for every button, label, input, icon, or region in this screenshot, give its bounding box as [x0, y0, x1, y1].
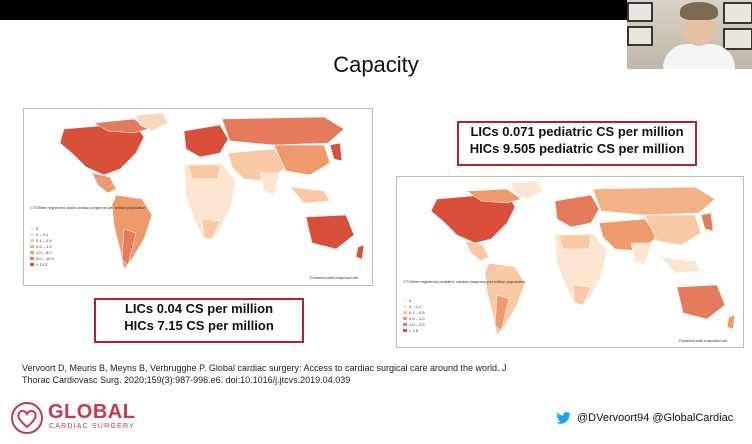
region-south-africa: [572, 284, 592, 306]
pediatric-map-svg: CT/Other registered pediatric cardiac su…: [397, 177, 743, 347]
legend-item: 5.0 – 10.0: [36, 256, 55, 261]
webcam-video-feed: [627, 0, 752, 69]
legend-item: 0 – 0.1: [409, 304, 422, 309]
legend-item: 0: [409, 298, 412, 303]
adult-map-legend: CT/Other registered adult cardiac surgeo…: [29, 205, 146, 267]
region-russia: [592, 186, 716, 216]
pediatric-lic-stat: LICs 0.071 pediatric CS per million: [470, 124, 684, 139]
region-new-zealand: [726, 314, 736, 330]
social-handles: @DVervoort94 @GlobalCardiac: [556, 412, 733, 424]
region-north-africa: [558, 234, 592, 250]
pediatric-surgeons-world-map: CT/Other registered pediatric cardiac su…: [396, 176, 744, 348]
adult-surgeons-world-map: CT/Other registered adult cardiac surgeo…: [23, 108, 373, 286]
region-russia: [221, 116, 345, 146]
region-canada: [466, 188, 522, 204]
map-footer: Powered with mapchart.net: [679, 338, 728, 343]
region-europe: [554, 194, 600, 228]
global-cardiac-surgery-logo: GLOBAL CARDIAC SURGERY: [10, 400, 150, 436]
region-china: [273, 144, 331, 176]
logo-main-text: GLOBAL: [48, 401, 136, 423]
adult-map-svg: CT/Other registered adult cardiac surgeo…: [24, 109, 372, 285]
region-japan: [329, 142, 343, 162]
wall-frame: [723, 2, 752, 24]
wall-frame: [627, 26, 653, 46]
region-australia: [676, 284, 726, 320]
region-southeast-asia: [660, 256, 702, 274]
pediatric-map-legend: CT/Other registered pediatric cardiac su…: [402, 279, 525, 333]
wall-frame: [723, 28, 752, 50]
map-footer: Powered with mapchart.net: [310, 275, 359, 280]
region-southeast-asia: [289, 186, 331, 204]
citation-line-2: Thorac Cardiovasc Surg. 2020;159(3):987-…: [22, 375, 351, 385]
legend-item: 1.0 – 2.5: [409, 322, 425, 327]
region-japan: [700, 212, 714, 232]
twitter-icon: [556, 412, 571, 424]
social-handles-text: @DVervoort94 @GlobalCardiac: [577, 412, 734, 424]
legend-item: 0.1 – 0.5: [36, 238, 52, 243]
pediatric-hic-stat: HICs 9.505 pediatric CS per million: [469, 140, 685, 156]
region-greenland: [510, 180, 544, 200]
logo-sub-text: CARDIAC SURGERY: [49, 423, 135, 430]
legend-item: 0.1 – 0.5: [409, 310, 425, 315]
legend-title: CT/Other registered pediatric cardiac su…: [403, 279, 525, 284]
region-central-america: [464, 240, 490, 262]
legend-item: 0.5 – 1.0: [36, 244, 52, 249]
adult-lic-stat: LICs 0.04 CS per million: [124, 301, 274, 316]
presenter-body: [663, 44, 735, 69]
citation-line-1: Vervoort D, Meuris B, Meyns B, Verbruggh…: [22, 363, 507, 373]
legend-title: CT/Other registered adult cardiac surgeo…: [30, 205, 146, 210]
globe-heart-icon: [11, 402, 43, 434]
region-africa: [183, 162, 237, 240]
top-black-bar: [0, 0, 752, 20]
region-argentina: [121, 228, 137, 266]
adult-stats-box: LICs 0.04 CS per million HICs 7.15 CS pe…: [94, 298, 304, 343]
region-china: [644, 214, 702, 246]
legend-item: 0.5 – 1.0: [409, 316, 425, 321]
region-new-zealand: [355, 244, 365, 260]
region-europe: [183, 124, 229, 158]
slide-title: Capacity: [333, 52, 419, 77]
legend-item: 0 – 0.1: [36, 232, 49, 237]
legend-item: 0: [36, 226, 39, 231]
legend-item: 1.0 – 5.0: [36, 250, 52, 255]
presenter-hair: [680, 2, 718, 20]
wall-frame: [627, 2, 653, 22]
region-india: [630, 242, 652, 266]
region-africa: [554, 232, 608, 306]
region-south-africa: [201, 218, 221, 240]
citation-text: Vervoort D, Meuris B, Meyns B, Verbruggh…: [22, 362, 542, 386]
region-canada: [93, 118, 149, 134]
region-australia: [305, 214, 355, 250]
pediatric-stats-box: LICs 0.071 pediatric CS per million HICs…: [457, 121, 697, 166]
region-argentina: [494, 294, 510, 332]
region-greenland: [135, 112, 169, 132]
legend-item: > 10.0: [36, 262, 48, 267]
region-north-africa: [187, 164, 221, 180]
adult-hic-stat: HICs 7.15 CS per million: [124, 317, 274, 333]
region-central-america: [91, 172, 117, 194]
legend-item: > 2.5: [409, 328, 419, 333]
region-india: [259, 172, 281, 196]
